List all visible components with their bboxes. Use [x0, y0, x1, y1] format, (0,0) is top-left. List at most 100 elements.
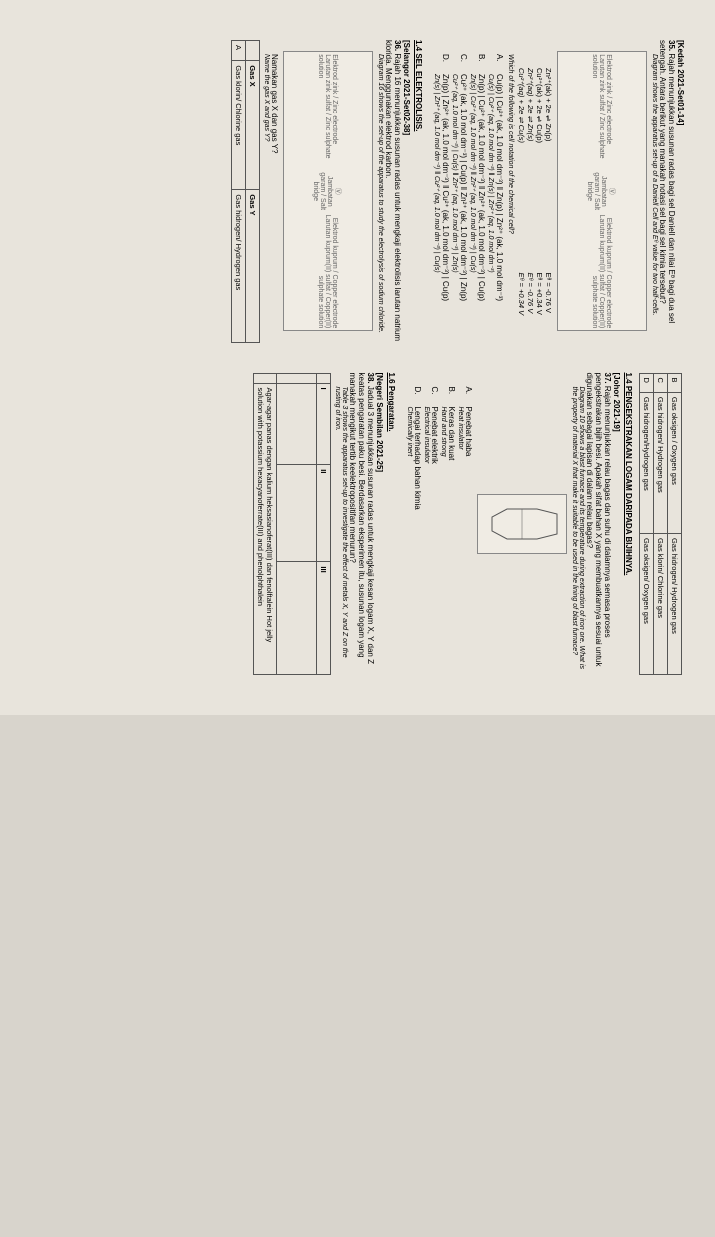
opt-c-l: C. [451, 54, 468, 68]
opt-d-my: Zn(p) | Zn²⁺ (ak, 1.0 mol dm⁻³) ‖ Cu²⁺ (… [441, 74, 450, 301]
zn-side-36: Elektrod zink / Zinc electrode Larutan z… [316, 52, 341, 171]
q37-c-my: Penebat elektrik [430, 407, 439, 464]
q37-text-my: Rajah menunjukkan relau bagas dan suhu d… [585, 373, 612, 667]
opt-c-en: Cu²⁺ (aq, 1.0 mol dm⁻³) | Cu(s) ‖ Zn²⁺ (… [451, 74, 459, 301]
opt-a-my: Cu(p) | Cu²⁺ (ak, 1.0 mol dm⁻³) ‖ Zn(p) … [495, 74, 504, 301]
salt-bridge-label: Ⓥ Jambatan garam / Salt bridge [587, 171, 618, 211]
rt-0-0: B [668, 373, 682, 392]
q37-num: 37. [603, 373, 612, 384]
cu-side: Elektrod kuprum / Copper electrode Larut… [590, 211, 615, 330]
q37-line: 37. Rajah menunjukkan relau bagas dan su… [585, 373, 612, 676]
rt-1-1: Gas hidrogen/ Hydrogen gas [654, 392, 668, 533]
q37-c-l: C. [423, 387, 439, 401]
opt-a-l: A. [487, 54, 504, 68]
q38-r1-label [254, 373, 277, 383]
q37-d-en: Chemically inert [406, 407, 413, 510]
q38-r0-label [277, 373, 317, 383]
q38-line: 38. Jadual 3 menunjukkan susunan radas u… [348, 373, 375, 676]
q38-solution-desc: Agar-agar panas dengan kalium heksasiano… [254, 383, 277, 675]
q36-line: 36. Rajah 16 menunjukkan susunan radas u… [384, 40, 402, 343]
q37-b-l: B. [440, 387, 456, 401]
eq-0-val: Eᶿ = -0.76 V [544, 273, 553, 343]
voltmeter-icon: Ⓥ [609, 188, 616, 195]
zn-solution-36: Larutan zink sulfat / Zinc sulphate solu… [318, 54, 332, 169]
zn-solution-label: Larutan zink sulfat / Zinc sulphate solu… [592, 54, 606, 169]
cu-side-36: Elektrod kuprum / Copper electrode Larut… [316, 211, 341, 330]
q35-source: [Kedah 2021-Set01-14] [676, 40, 685, 343]
eq-2-val: Eᶿ = -0.76 V [526, 273, 535, 343]
q37-a-my: Penebat haba [464, 407, 473, 457]
q38-table: I II III Agar-agar panas dengan kalium h… [253, 373, 331, 676]
rt-0-2: Gas hidrogen/ Hydrogen gas [668, 533, 682, 674]
q38-r0-c2 [277, 465, 317, 562]
salt-bridge-36: Ⓥ Jambatan garam / Salt bridge [313, 171, 344, 211]
q36-text-en: Diagram 16 shows the set-up of the appar… [377, 40, 384, 343]
zn-electrode-label: Elektrod zink / Zinc electrode [606, 54, 613, 169]
q36-r0-c0: A [232, 41, 246, 61]
table-row: DGas hidrogen/Hydrogen gasGas oksigen/ O… [640, 373, 654, 675]
question-36: [Selangor 2021-Set02-38] 36. Rajah 16 me… [231, 40, 411, 343]
q35-text-my: Rajah menunjukkan susunan radas bagi sel… [658, 40, 676, 323]
q37-options: A. Penebat habaHeat insulator B. Keras dan… [406, 373, 473, 676]
table-row: BGas oksigen / Oxygen gasGas hidrogen/ H… [668, 373, 682, 675]
daniell-cell-diagram: Elektrod zink / Zinc electrode Larutan z… [557, 51, 647, 331]
opt-b-l: B. [469, 54, 486, 68]
opt-d-en: Zn(s) | Zn²⁺ (aq, 1.0 mol dm⁻³) ‖ Cu²⁺ (… [433, 74, 441, 301]
eq-1: Cu²⁺(ak) + 2e ⇌ Cu(p) [535, 68, 544, 265]
table-row: Agar-agar panas dengan kalium heksasiano… [254, 373, 277, 675]
rt-2-0: D [640, 373, 654, 392]
table-row: A Gas klorin/ Chlorine gas Gas hidrogen/… [232, 41, 246, 343]
opt-b-my: Zn(p) | Cu²⁺ (ak, 1.0 mol dm⁻³) ‖ Zn²⁺ (… [477, 74, 486, 301]
left-column: [Kedah 2021-Set01-14] 35. Rajah menunjuk… [0, 40, 685, 343]
q36-r0-c2: Gas hidrogen/ Hydrogen gas [232, 190, 246, 342]
q37-source: [Johor 2021-19] [612, 373, 621, 676]
cu-electrode-36: Elektrod kuprum / Copper electrode [332, 213, 339, 328]
eq-3: Cu²⁺(aq) + 2e ⇌ Cu(s) [517, 68, 526, 265]
q36-subq-en: Name the gas X and gas Y? [263, 40, 270, 343]
q35-options: A. Cu(p) | Cu²⁺ (ak, 1.0 mol dm⁻³) ‖ Zn(p… [433, 40, 504, 343]
q36-r0-c1: Gas klorin/ Chlorine gas [232, 61, 246, 190]
cu-electrode-label: Elektrod kuprum / Copper electrode [606, 213, 613, 328]
eq-0: Zn²⁺(ak) + 2e ⇌ Zn(p) [544, 68, 553, 265]
salt-bridge-text: Jambatan garam / Salt bridge [587, 172, 608, 210]
zn-electrode-36: Elektrod zink / Zinc electrode [332, 54, 339, 169]
table-row: CGas hidrogen/ Hydrogen gasGas klorin/ C… [654, 373, 668, 675]
rt-2-1: Gas hidrogen/Hydrogen gas [640, 392, 654, 533]
question-38: [Negeri Sembilan 2021-25] 38. Jadual 3 m… [253, 373, 384, 676]
q38-r0-c3 [277, 562, 317, 675]
eq-2: Zn²⁺(aq) + 2e ⇌ Zn(s) [526, 68, 535, 265]
furnace-icon [482, 499, 562, 549]
table-row [277, 373, 317, 675]
section-1-6: 1.6 Pengaratan. [387, 373, 396, 676]
q35-text-en: Diagram shows the apparatus set-up of a … [651, 40, 658, 343]
q36-text-my: Rajah 16 menunjukkan susunan radas untuk… [384, 40, 402, 341]
blast-furnace-diagram [477, 494, 567, 554]
q37-b-en: Hard and strong [440, 407, 447, 461]
opt-c-my: Cu²⁺ (ak, 1.0 mol dm⁻³) | Cu(p) ‖ Zn²⁺ (… [459, 74, 468, 301]
page: [Kedah 2021-Set01-14] 35. Rajah menunjuk… [0, 0, 715, 715]
q37-d-l: D. [406, 387, 422, 401]
eq-3-val: Eᶿ = +0.34 V [517, 273, 526, 343]
q37-text-en: Diagram 10 shows a blast furnace and its… [571, 373, 585, 676]
q36-source: [Selangor 2021-Set02-38] [402, 40, 411, 343]
q36-th-2: Gas Y [246, 190, 260, 342]
cu-solution-36: Larutan kuprum(II) sulfat / Copper(II) s… [318, 213, 332, 328]
question-37: [Johor 2021-19] 37. Rajah menunjukkan re… [406, 373, 621, 676]
opt-b-en: Zn(s) | Cu²⁺ (aq, 1.0 mol dm⁻³) ‖ Zn²⁺ (… [469, 74, 477, 301]
opt-a-en: Cu(s) | Cu²⁺ (aq, 1.0 mol dm⁻³) ‖ Zn(s) … [487, 74, 495, 301]
q37-b-my: Keras dan kuat [447, 407, 456, 461]
q38-th-2: II [317, 465, 331, 562]
q37-a-l: A. [457, 387, 473, 401]
rt-0-1: Gas oksigen / Oxygen gas [668, 392, 682, 533]
cu-solution-label: Larutan kuprum(II) sulfat / Copper(II) s… [592, 213, 606, 328]
section-1-4: 1.4 SEL ELEKTROLISIS. [414, 40, 423, 343]
q38-source: [Negeri Sembilan 2021-25] [375, 373, 384, 676]
q35-equations: Zn²⁺(ak) + 2e ⇌ Zn(p) Eᶿ = -0.76 V Cu²⁺(a… [517, 68, 553, 343]
q38-r0-c1 [277, 383, 317, 465]
section-1-4b: 1.4 PENGEKSTRAKAN LOGAM DARIPADA BIJIHNY… [624, 373, 633, 676]
q37-a-en: Heat insulator [457, 407, 464, 457]
rt-2-2: Gas oksigen/ Oxygen gas [640, 533, 654, 674]
q36-th-0 [246, 41, 260, 61]
salt-bridge-text-36: Jambatan garam / Salt bridge [313, 172, 334, 210]
opt-d-l: D. [433, 54, 450, 68]
